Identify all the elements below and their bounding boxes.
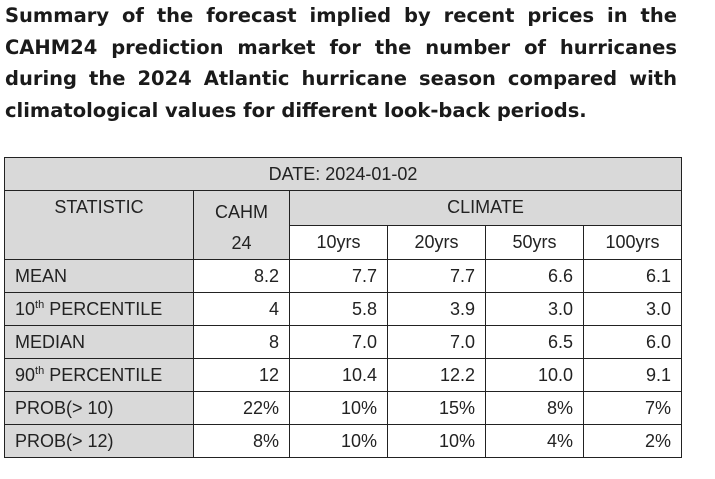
cahm-value: 8 (193, 325, 290, 359)
climate-value-100yrs: 3.0 (583, 292, 682, 326)
climate-value-10yrs: 10% (289, 424, 388, 458)
row-label-mean: MEAN (4, 259, 194, 293)
cahm-header-line1: CAHM (215, 202, 268, 222)
row-label-prob-gt-12: PROB(> 12) (4, 424, 194, 458)
table-row: 10th PERCENTILE 4 5.8 3.9 3.0 3.0 (4, 292, 682, 326)
table-row: 90th PERCENTILE 12 10.4 12.2 10.0 9.1 (4, 358, 682, 392)
climate-value-100yrs: 9.1 (583, 358, 682, 392)
forecast-summary-table: DATE: 2024-01-02 STATISTIC CAHM 24 CLIMA… (4, 157, 682, 458)
cahm-value: 12 (193, 358, 290, 392)
climate-value-10yrs: 5.8 (289, 292, 388, 326)
climate-value-20yrs: 7.0 (387, 325, 486, 359)
date-header: DATE: 2024-01-02 (4, 157, 682, 191)
climate-value-50yrs: 4% (485, 424, 584, 458)
climate-value-50yrs: 10.0 (485, 358, 584, 392)
table-row: MEAN 8.2 7.7 7.7 6.6 6.1 (4, 259, 682, 293)
period-header-50yrs: 50yrs (485, 224, 584, 260)
table-row: PROB(> 12) 8% 10% 10% 4% 2% (4, 424, 682, 458)
climate-value-50yrs: 6.5 (485, 325, 584, 359)
table-row: PROB(> 10) 22% 10% 15% 8% 7% (4, 391, 682, 425)
climate-value-10yrs: 7.0 (289, 325, 388, 359)
climate-value-50yrs: 8% (485, 391, 584, 425)
cahm24-column-header: CAHM 24 (193, 190, 290, 260)
climate-value-10yrs: 7.7 (289, 259, 388, 293)
statistic-column-header: STATISTIC (4, 190, 194, 260)
period-header-20yrs: 20yrs (387, 224, 486, 260)
cahm-value: 4 (193, 292, 290, 326)
period-header-10yrs: 10yrs (289, 224, 388, 260)
row-label-median: MEDIAN (4, 325, 194, 359)
climate-value-20yrs: 12.2 (387, 358, 486, 392)
row-label-10th-percentile: 10th PERCENTILE (4, 292, 194, 326)
cahm-value: 22% (193, 391, 290, 425)
climate-value-10yrs: 10% (289, 391, 388, 425)
climate-value-50yrs: 6.6 (485, 259, 584, 293)
climate-value-50yrs: 3.0 (485, 292, 584, 326)
cahm-value: 8.2 (193, 259, 290, 293)
cahm-value: 8% (193, 424, 290, 458)
table-row: MEDIAN 8 7.0 7.0 6.5 6.0 (4, 325, 682, 359)
table-caption: Summary of the forecast implied by recen… (5, 4, 677, 122)
climate-value-20yrs: 15% (387, 391, 486, 425)
climate-value-100yrs: 6.0 (583, 325, 682, 359)
climate-value-20yrs: 3.9 (387, 292, 486, 326)
cahm-header-line2: 24 (231, 233, 252, 253)
climate-value-100yrs: 7% (583, 391, 682, 425)
climate-value-20yrs: 7.7 (387, 259, 486, 293)
climate-value-100yrs: 2% (583, 424, 682, 458)
climate-value-100yrs: 6.1 (583, 259, 682, 293)
row-label-90th-percentile: 90th PERCENTILE (4, 358, 194, 392)
climate-value-10yrs: 10.4 (289, 358, 388, 392)
period-header-100yrs: 100yrs (583, 224, 682, 260)
row-label-prob-gt-10: PROB(> 10) (4, 391, 194, 425)
climate-value-20yrs: 10% (387, 424, 486, 458)
climate-column-header: CLIMATE (289, 190, 682, 226)
